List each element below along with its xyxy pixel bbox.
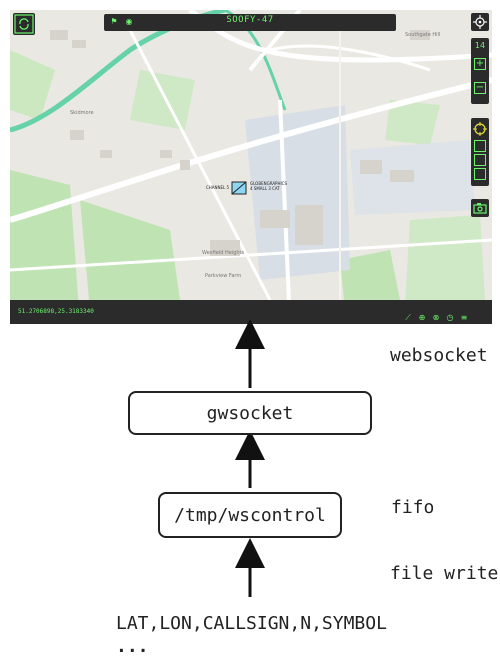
zoom-out-button[interactable]: − (474, 82, 486, 94)
refresh-button[interactable] (13, 13, 35, 35)
zoom-controls: 14 + − (471, 38, 489, 104)
status-bar-icons: ⟋ ⊕ ⊗ ◷ ≡ (400, 305, 470, 324)
gwsocket-box: gwsocket (128, 391, 372, 435)
camera-button[interactable] (471, 199, 489, 217)
layer-toggle[interactable] (474, 154, 486, 166)
file-write-label: file write (390, 563, 499, 584)
marker-left-label: CHANNEL 5 (206, 185, 230, 190)
camera-icon (473, 203, 487, 214)
wscontrol-box: /tmp/wscontrol (158, 492, 342, 538)
map-title-bar: ⚑ ◉ SOOFY-47 (104, 14, 396, 31)
marker-right-sublabel: 4 SMALL 3 CAT (250, 186, 280, 191)
place-label: Skidmore (70, 110, 94, 116)
ellipsis: ... (116, 636, 149, 657)
fifo-label: fifo (391, 497, 435, 518)
refresh-icon (14, 14, 34, 34)
marker-right-label: GLOBENGRAPHICS (250, 181, 287, 186)
map-title: SOOFY-47 (226, 15, 274, 25)
flag-icon[interactable]: ⚑ (110, 17, 118, 26)
place-label: Wexfield Heights (202, 250, 245, 256)
globe-icon[interactable]: ⊕ (418, 313, 426, 322)
zoom-level: 14 (474, 41, 486, 50)
layer-toggle[interactable] (474, 140, 486, 152)
layer-toggle[interactable] (474, 168, 486, 180)
websocket-label: websocket (390, 345, 488, 366)
zoom-in-button[interactable]: + (474, 58, 486, 70)
format-line: LAT,LON,CALLSIGN,N,SYMBOL (116, 613, 387, 634)
locate-button[interactable] (471, 13, 489, 31)
layer-controls (471, 118, 489, 186)
map-screenshot: CHANNEL 5 GLOBENGRAPHICS 4 SMALL 3 CAT S… (10, 10, 492, 324)
chart-icon[interactable]: ⟋ (405, 313, 411, 322)
info-icon[interactable]: ◉ (125, 17, 133, 26)
place-label: Parkview Farm (205, 273, 242, 279)
satellite-icon[interactable]: ⊗ (432, 313, 440, 322)
clock-icon[interactable]: ◷ (446, 313, 454, 322)
target-icon[interactable] (473, 122, 487, 136)
map-canvas (10, 10, 492, 324)
place-label: Southgate Hill (405, 32, 441, 38)
crosshair-icon (473, 15, 487, 29)
menu-icon[interactable]: ≡ (460, 313, 468, 322)
coordinates-readout: 51.2706898,25.3183340 (18, 308, 94, 315)
